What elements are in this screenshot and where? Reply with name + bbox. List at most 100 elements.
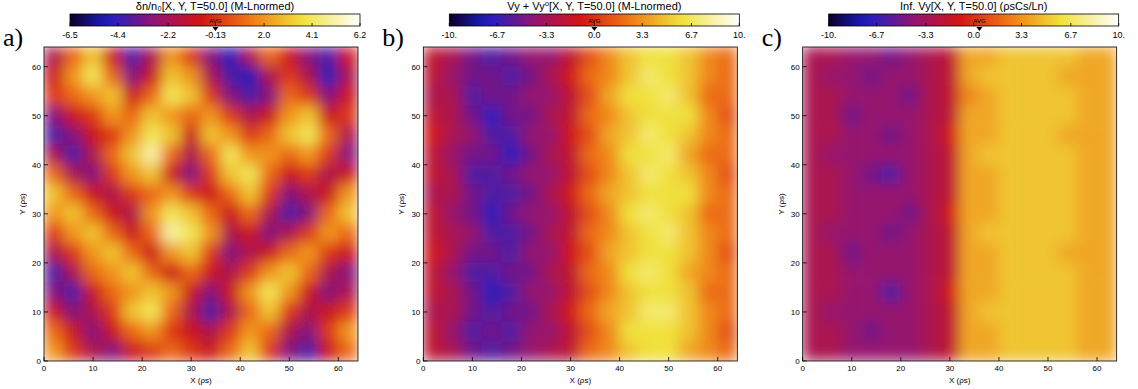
colorbar-tick-label: -0.13 [205,30,226,40]
y-tick [423,311,427,312]
cell [600,302,620,322]
cell [201,164,221,184]
cell [462,223,482,243]
cell [1057,145,1077,165]
cell [462,125,482,145]
cell [299,341,319,361]
cell [1018,282,1038,302]
cell [1077,184,1097,204]
cell [1057,125,1077,145]
cell [842,204,862,224]
cell [1038,302,1058,322]
cell [502,47,522,67]
x-tick [900,357,901,361]
cell [842,282,862,302]
cell [299,243,319,263]
cell [920,164,940,184]
cell [279,243,299,263]
cell [299,106,319,126]
plot-clip [44,47,358,361]
cell [698,204,718,224]
cell [659,204,679,224]
plot-clip [423,47,737,361]
cell [260,184,280,204]
cell [659,341,679,361]
cell [979,86,999,106]
cell [220,106,240,126]
cell [979,223,999,243]
cell [822,204,842,224]
cell [678,282,698,302]
cell [940,106,960,126]
cell [318,282,338,302]
x-tick [93,357,94,361]
colorbar-tick [312,23,313,26]
cell [462,341,482,361]
colorbar [449,14,739,26]
avg-label: AVG [973,18,986,24]
cell [659,164,679,184]
cell [482,302,502,322]
cell [881,282,901,302]
cell [318,47,338,67]
y-tick [44,361,48,362]
cell [842,164,862,184]
cell [462,86,482,106]
cell [122,263,142,283]
cell [161,184,181,204]
cell [619,145,639,165]
cell [142,66,162,86]
cell [580,145,600,165]
cell [1018,47,1038,67]
cell [443,184,463,204]
cell [659,47,679,67]
cell [639,341,659,361]
cell [619,282,639,302]
cell [521,243,541,263]
cell [639,164,659,184]
cell [161,164,181,184]
cell [1097,321,1117,341]
cell [600,321,620,341]
cell [423,125,443,145]
cell [462,106,482,126]
cell [698,243,718,263]
cell [580,243,600,263]
cell [423,204,443,224]
x-tick [44,357,45,361]
cell [999,243,1019,263]
cell [161,66,181,86]
cell [44,66,64,86]
cell [181,302,201,322]
cell [600,47,620,67]
cell [260,282,280,302]
cell [900,243,920,263]
cell [338,243,358,263]
y-tick [803,361,807,362]
cell [678,47,698,67]
cell [103,47,123,67]
y-tick [423,262,427,263]
cell [979,243,999,263]
cell [181,184,201,204]
cell [861,263,881,283]
cell [678,66,698,86]
y-tick [44,213,48,214]
colorbar-tick [691,23,692,26]
cell [881,86,901,106]
cell [63,145,83,165]
cell [318,66,338,86]
cell [1038,106,1058,126]
cell [423,164,443,184]
cell [678,302,698,322]
cell [1038,204,1058,224]
cell [142,302,162,322]
cell [63,86,83,106]
cell [279,106,299,126]
cell [521,321,541,341]
cell [1097,341,1117,361]
cell [717,86,737,106]
cell [83,164,103,184]
cell [959,243,979,263]
cell [600,106,620,126]
